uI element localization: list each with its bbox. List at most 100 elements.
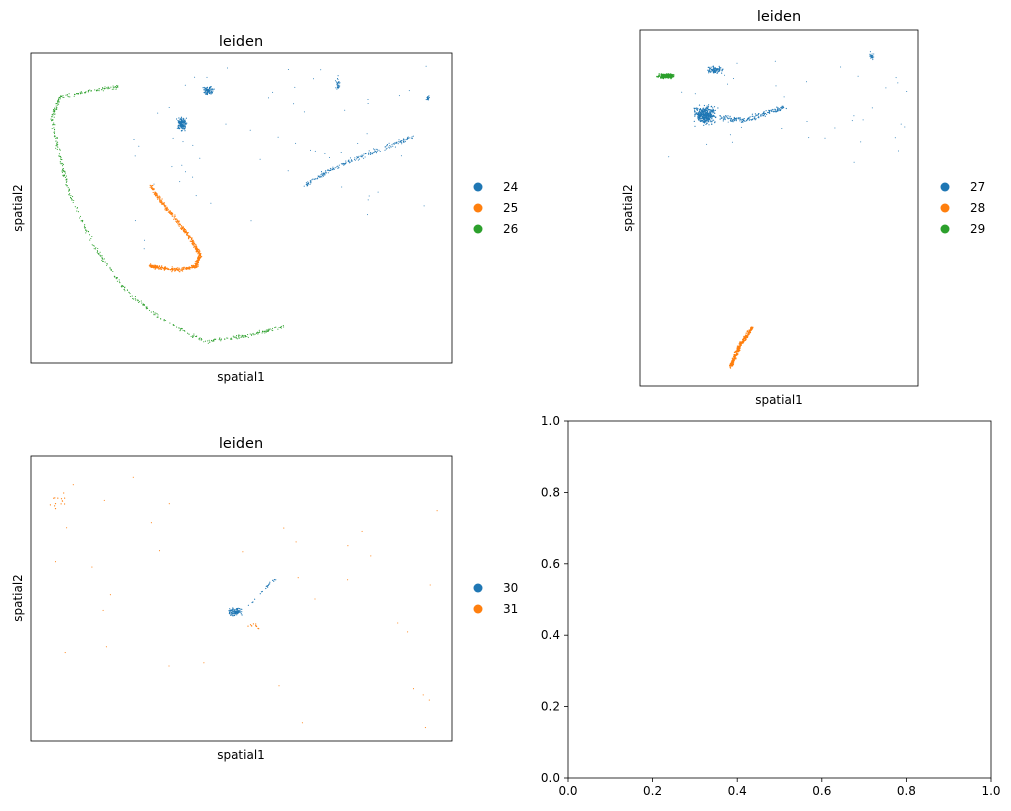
point-cluster-25 bbox=[158, 268, 160, 270]
point-cluster-27 bbox=[714, 115, 716, 117]
point-cluster-24 bbox=[337, 82, 339, 84]
panel-3-ylabel: spatial2 bbox=[11, 574, 25, 622]
point-cluster-24 bbox=[325, 170, 327, 172]
point-cluster-26 bbox=[99, 254, 101, 256]
point-cluster-26 bbox=[69, 192, 71, 195]
point-cluster-26 bbox=[209, 341, 211, 343]
point-cluster-26 bbox=[116, 280, 118, 282]
point-cluster-24 bbox=[319, 176, 321, 178]
point-cluster-26 bbox=[65, 175, 67, 177]
point-cluster-29 bbox=[658, 75, 661, 77]
point-cluster-26 bbox=[146, 307, 148, 309]
panel-2-title: leiden bbox=[757, 9, 801, 25]
point-cluster-27 bbox=[708, 118, 710, 120]
point-cluster-27 bbox=[748, 119, 751, 121]
point-cluster-25 bbox=[185, 268, 188, 270]
point-cluster-25 bbox=[173, 269, 175, 271]
point-cluster-24 bbox=[345, 160, 347, 162]
point-cluster-28 bbox=[735, 351, 737, 353]
point-cluster-25 bbox=[162, 203, 164, 205]
point-cluster-27 bbox=[761, 114, 763, 116]
point-cluster-24 bbox=[378, 149, 380, 151]
point-cluster-24 bbox=[427, 96, 429, 98]
point-cluster-24 bbox=[423, 205, 425, 207]
point-cluster-25 bbox=[178, 269, 180, 271]
point-cluster-26 bbox=[116, 85, 118, 87]
point-cluster-25 bbox=[174, 270, 176, 272]
point-cluster-25 bbox=[191, 237, 193, 239]
point-cluster-27 bbox=[753, 116, 756, 118]
point-cluster-31 bbox=[436, 510, 438, 512]
point-cluster-26 bbox=[256, 332, 258, 334]
point-cluster-26 bbox=[51, 127, 53, 130]
point-cluster-24 bbox=[358, 158, 361, 160]
point-cluster-24 bbox=[305, 182, 307, 184]
point-cluster-24 bbox=[207, 88, 209, 91]
point-cluster-27 bbox=[727, 83, 728, 85]
point-cluster-26 bbox=[59, 162, 61, 164]
legend-label: 27 bbox=[970, 180, 985, 194]
point-cluster-26 bbox=[63, 96, 65, 98]
point-cluster-25 bbox=[187, 234, 189, 236]
point-cluster-25 bbox=[149, 184, 151, 186]
point-cluster-27 bbox=[769, 112, 771, 114]
point-cluster-27 bbox=[808, 137, 810, 139]
point-cluster-24 bbox=[340, 163, 342, 165]
point-cluster-27 bbox=[731, 141, 733, 143]
legend-marker-24 bbox=[473, 182, 483, 192]
point-cluster-24 bbox=[428, 95, 430, 97]
point-cluster-26 bbox=[60, 157, 62, 159]
point-cluster-30 bbox=[229, 609, 232, 611]
point-cluster-26 bbox=[178, 327, 180, 329]
point-cluster-27 bbox=[704, 109, 707, 111]
point-cluster-26 bbox=[117, 85, 119, 87]
point-cluster-28 bbox=[731, 357, 734, 359]
point-cluster-31 bbox=[252, 623, 254, 625]
point-cluster-29 bbox=[671, 74, 674, 77]
point-cluster-25 bbox=[159, 198, 161, 200]
point-cluster-27 bbox=[709, 114, 711, 116]
point-cluster-24 bbox=[349, 157, 352, 159]
point-cluster-25 bbox=[160, 266, 162, 269]
point-cluster-27 bbox=[700, 111, 702, 113]
point-cluster-25 bbox=[167, 211, 169, 213]
point-cluster-24 bbox=[180, 116, 182, 118]
y-tick-label: 0.0 bbox=[541, 771, 560, 785]
point-cluster-27 bbox=[708, 68, 711, 70]
point-cluster-30 bbox=[239, 609, 241, 612]
point-cluster-24 bbox=[311, 179, 313, 181]
point-cluster-27 bbox=[718, 65, 720, 67]
point-cluster-25 bbox=[164, 267, 167, 269]
point-cluster-26 bbox=[95, 89, 97, 92]
point-cluster-28 bbox=[750, 328, 752, 330]
point-cluster-26 bbox=[57, 101, 59, 103]
point-cluster-26 bbox=[281, 325, 283, 327]
point-cluster-24 bbox=[362, 154, 364, 156]
point-cluster-28 bbox=[737, 349, 739, 351]
point-cluster-24 bbox=[176, 118, 178, 120]
point-cluster-24 bbox=[319, 175, 321, 177]
point-cluster-27 bbox=[710, 66, 712, 68]
point-cluster-24 bbox=[181, 120, 183, 122]
point-cluster-31 bbox=[255, 623, 257, 625]
x-tick-label: 0.2 bbox=[643, 784, 662, 798]
point-cluster-26 bbox=[89, 89, 91, 91]
point-cluster-24 bbox=[206, 92, 208, 94]
point-cluster-27 bbox=[708, 121, 710, 123]
point-cluster-24 bbox=[341, 186, 343, 188]
point-cluster-27 bbox=[775, 85, 777, 87]
point-cluster-27 bbox=[711, 123, 713, 125]
point-cluster-26 bbox=[54, 124, 56, 126]
point-cluster-24 bbox=[320, 175, 322, 177]
point-cluster-25 bbox=[185, 230, 187, 232]
point-cluster-25 bbox=[158, 265, 160, 267]
point-cluster-27 bbox=[894, 137, 896, 139]
point-cluster-27 bbox=[714, 67, 716, 69]
point-cluster-27 bbox=[694, 107, 697, 109]
point-cluster-27 bbox=[714, 112, 716, 114]
point-cluster-27 bbox=[694, 109, 696, 111]
point-cluster-24 bbox=[400, 140, 402, 142]
point-cluster-26 bbox=[62, 168, 64, 170]
point-cluster-28 bbox=[740, 342, 743, 345]
point-cluster-27 bbox=[742, 121, 744, 123]
